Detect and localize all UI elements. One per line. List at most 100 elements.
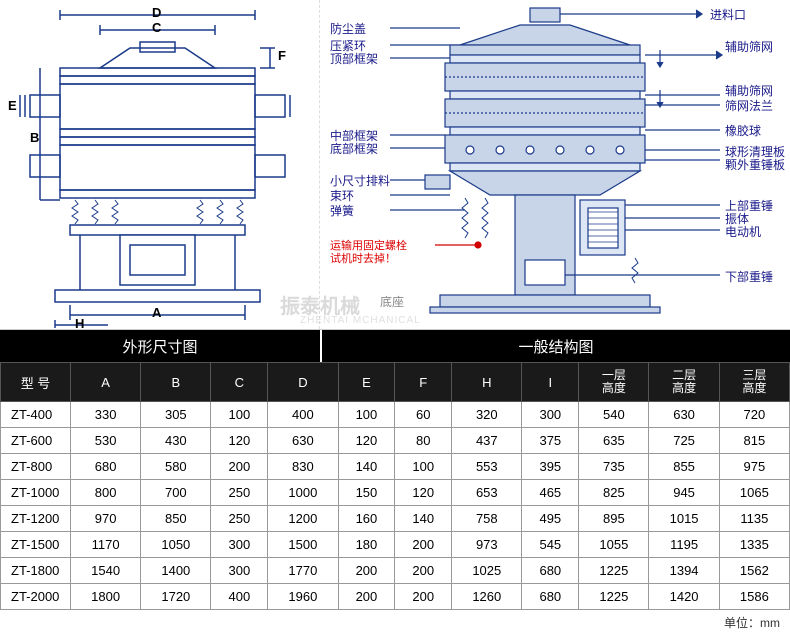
table-cell: 430: [141, 428, 211, 454]
dim-E: E: [8, 98, 17, 113]
table-cell: 1770: [268, 558, 338, 584]
label-base: 底座: [380, 293, 404, 310]
table-body: ZT-40033030510040010060320300540630720ZT…: [1, 402, 790, 610]
table-row: ZT-1000800700250100015012065346582594510…: [1, 480, 790, 506]
diagrams-row: D C F E B A H: [0, 0, 790, 330]
table-cell: 815: [719, 428, 789, 454]
table-cell: 1015: [649, 506, 719, 532]
table-cell: 1225: [579, 558, 649, 584]
table-cell: 825: [579, 480, 649, 506]
table-cell: 1225: [579, 584, 649, 610]
dim-D: D: [152, 5, 161, 20]
table-cell: 653: [452, 480, 522, 506]
table-cell: 1025: [452, 558, 522, 584]
table-cell: 1335: [719, 532, 789, 558]
table-cell: 700: [141, 480, 211, 506]
table-cell: 720: [719, 402, 789, 428]
table-cell: 735: [579, 454, 649, 480]
table-cell: 1195: [649, 532, 719, 558]
col-header: D: [268, 363, 338, 402]
table-cell: 1540: [71, 558, 141, 584]
label-transport-bolt2: 试机时去掉！: [330, 250, 396, 266]
table-cell: 1065: [719, 480, 789, 506]
page-container: D C F E B A H: [0, 0, 790, 635]
label-spring: 弹簧: [330, 202, 354, 219]
label-lower-hammer: 下部重锤: [725, 268, 773, 285]
table-cell: 100: [211, 402, 268, 428]
table-cell: 680: [71, 454, 141, 480]
table-cell: 1055: [579, 532, 649, 558]
outline-title: 外形尺寸图: [0, 330, 320, 362]
table-cell: 1420: [649, 584, 719, 610]
dim-H: H: [75, 316, 84, 331]
table-cell: 800: [71, 480, 141, 506]
label-screen-flange: 筛网法兰: [725, 97, 773, 114]
table-cell: 630: [649, 402, 719, 428]
table-cell: 200: [211, 454, 268, 480]
structure-diagram: 防尘盖 压紧环 顶部框架 中部框架 底部框架 小尺寸排料 束环 弹簧 运输用固定…: [320, 0, 790, 329]
table-cell: 437: [452, 428, 522, 454]
table-cell: 80: [395, 428, 452, 454]
table-cell: 1586: [719, 584, 789, 610]
table-cell: 1135: [719, 506, 789, 532]
table-cell: 465: [522, 480, 579, 506]
col-header: C: [211, 363, 268, 402]
label-dust-cover: 防尘盖: [330, 20, 366, 37]
table-cell: ZT-800: [1, 454, 71, 480]
table-cell: 1050: [141, 532, 211, 558]
label-rubber-ball: 橡胶球: [725, 122, 761, 139]
table-cell: 895: [579, 506, 649, 532]
table-row: ZT-2000180017204001960200200126068012251…: [1, 584, 790, 610]
table-cell: 758: [452, 506, 522, 532]
table-cell: 725: [649, 428, 719, 454]
label-bottom-frame: 底部框架: [330, 140, 378, 157]
table-cell: 200: [395, 558, 452, 584]
table-cell: 495: [522, 506, 579, 532]
col-header: 三层高度: [719, 363, 789, 402]
table-cell: 1562: [719, 558, 789, 584]
table-cell: 580: [141, 454, 211, 480]
table-row: ZT-1800154014003001770200200102568012251…: [1, 558, 790, 584]
table-cell: 553: [452, 454, 522, 480]
table-cell: ZT-400: [1, 402, 71, 428]
structure-title: 一般结构图: [322, 330, 790, 362]
table-cell: 120: [338, 428, 395, 454]
table-row: ZT-40033030510040010060320300540630720: [1, 402, 790, 428]
table-head: 型 号ABCDEFHI一层高度二层高度三层高度: [1, 363, 790, 402]
spec-table: 型 号ABCDEFHI一层高度二层高度三层高度 ZT-4003303051004…: [0, 362, 790, 610]
col-header: I: [522, 363, 579, 402]
table-cell: 100: [395, 454, 452, 480]
table-cell: 1000: [268, 480, 338, 506]
unit-label: 单位：mm: [0, 610, 790, 635]
table-cell: 630: [268, 428, 338, 454]
table-cell: 530: [71, 428, 141, 454]
table-cell: 400: [268, 402, 338, 428]
table-cell: 120: [211, 428, 268, 454]
table-cell: 100: [338, 402, 395, 428]
table-cell: 1800: [71, 584, 141, 610]
table-cell: 1960: [268, 584, 338, 610]
table-cell: ZT-1500: [1, 532, 71, 558]
label-motor: 电动机: [725, 223, 761, 240]
table-row: ZT-1500117010503001500180200973545105511…: [1, 532, 790, 558]
structure-svg: [320, 0, 790, 330]
table-cell: 160: [338, 506, 395, 532]
dim-F: F: [278, 48, 286, 63]
table-cell: 1500: [268, 532, 338, 558]
table-cell: 305: [141, 402, 211, 428]
col-header: 型 号: [1, 363, 71, 402]
table-cell: ZT-1200: [1, 506, 71, 532]
dim-C: C: [152, 20, 161, 35]
dim-B: B: [30, 130, 39, 145]
table-cell: 250: [211, 506, 268, 532]
outline-diagram: D C F E B A H: [0, 0, 320, 329]
table-cell: 970: [71, 506, 141, 532]
table-cell: 300: [522, 402, 579, 428]
table-row: ZT-60053043012063012080437375635725815: [1, 428, 790, 454]
table-cell: 375: [522, 428, 579, 454]
table-cell: 945: [649, 480, 719, 506]
dim-A: A: [152, 305, 161, 320]
table-cell: 1200: [268, 506, 338, 532]
table-cell: 635: [579, 428, 649, 454]
table-cell: 540: [579, 402, 649, 428]
